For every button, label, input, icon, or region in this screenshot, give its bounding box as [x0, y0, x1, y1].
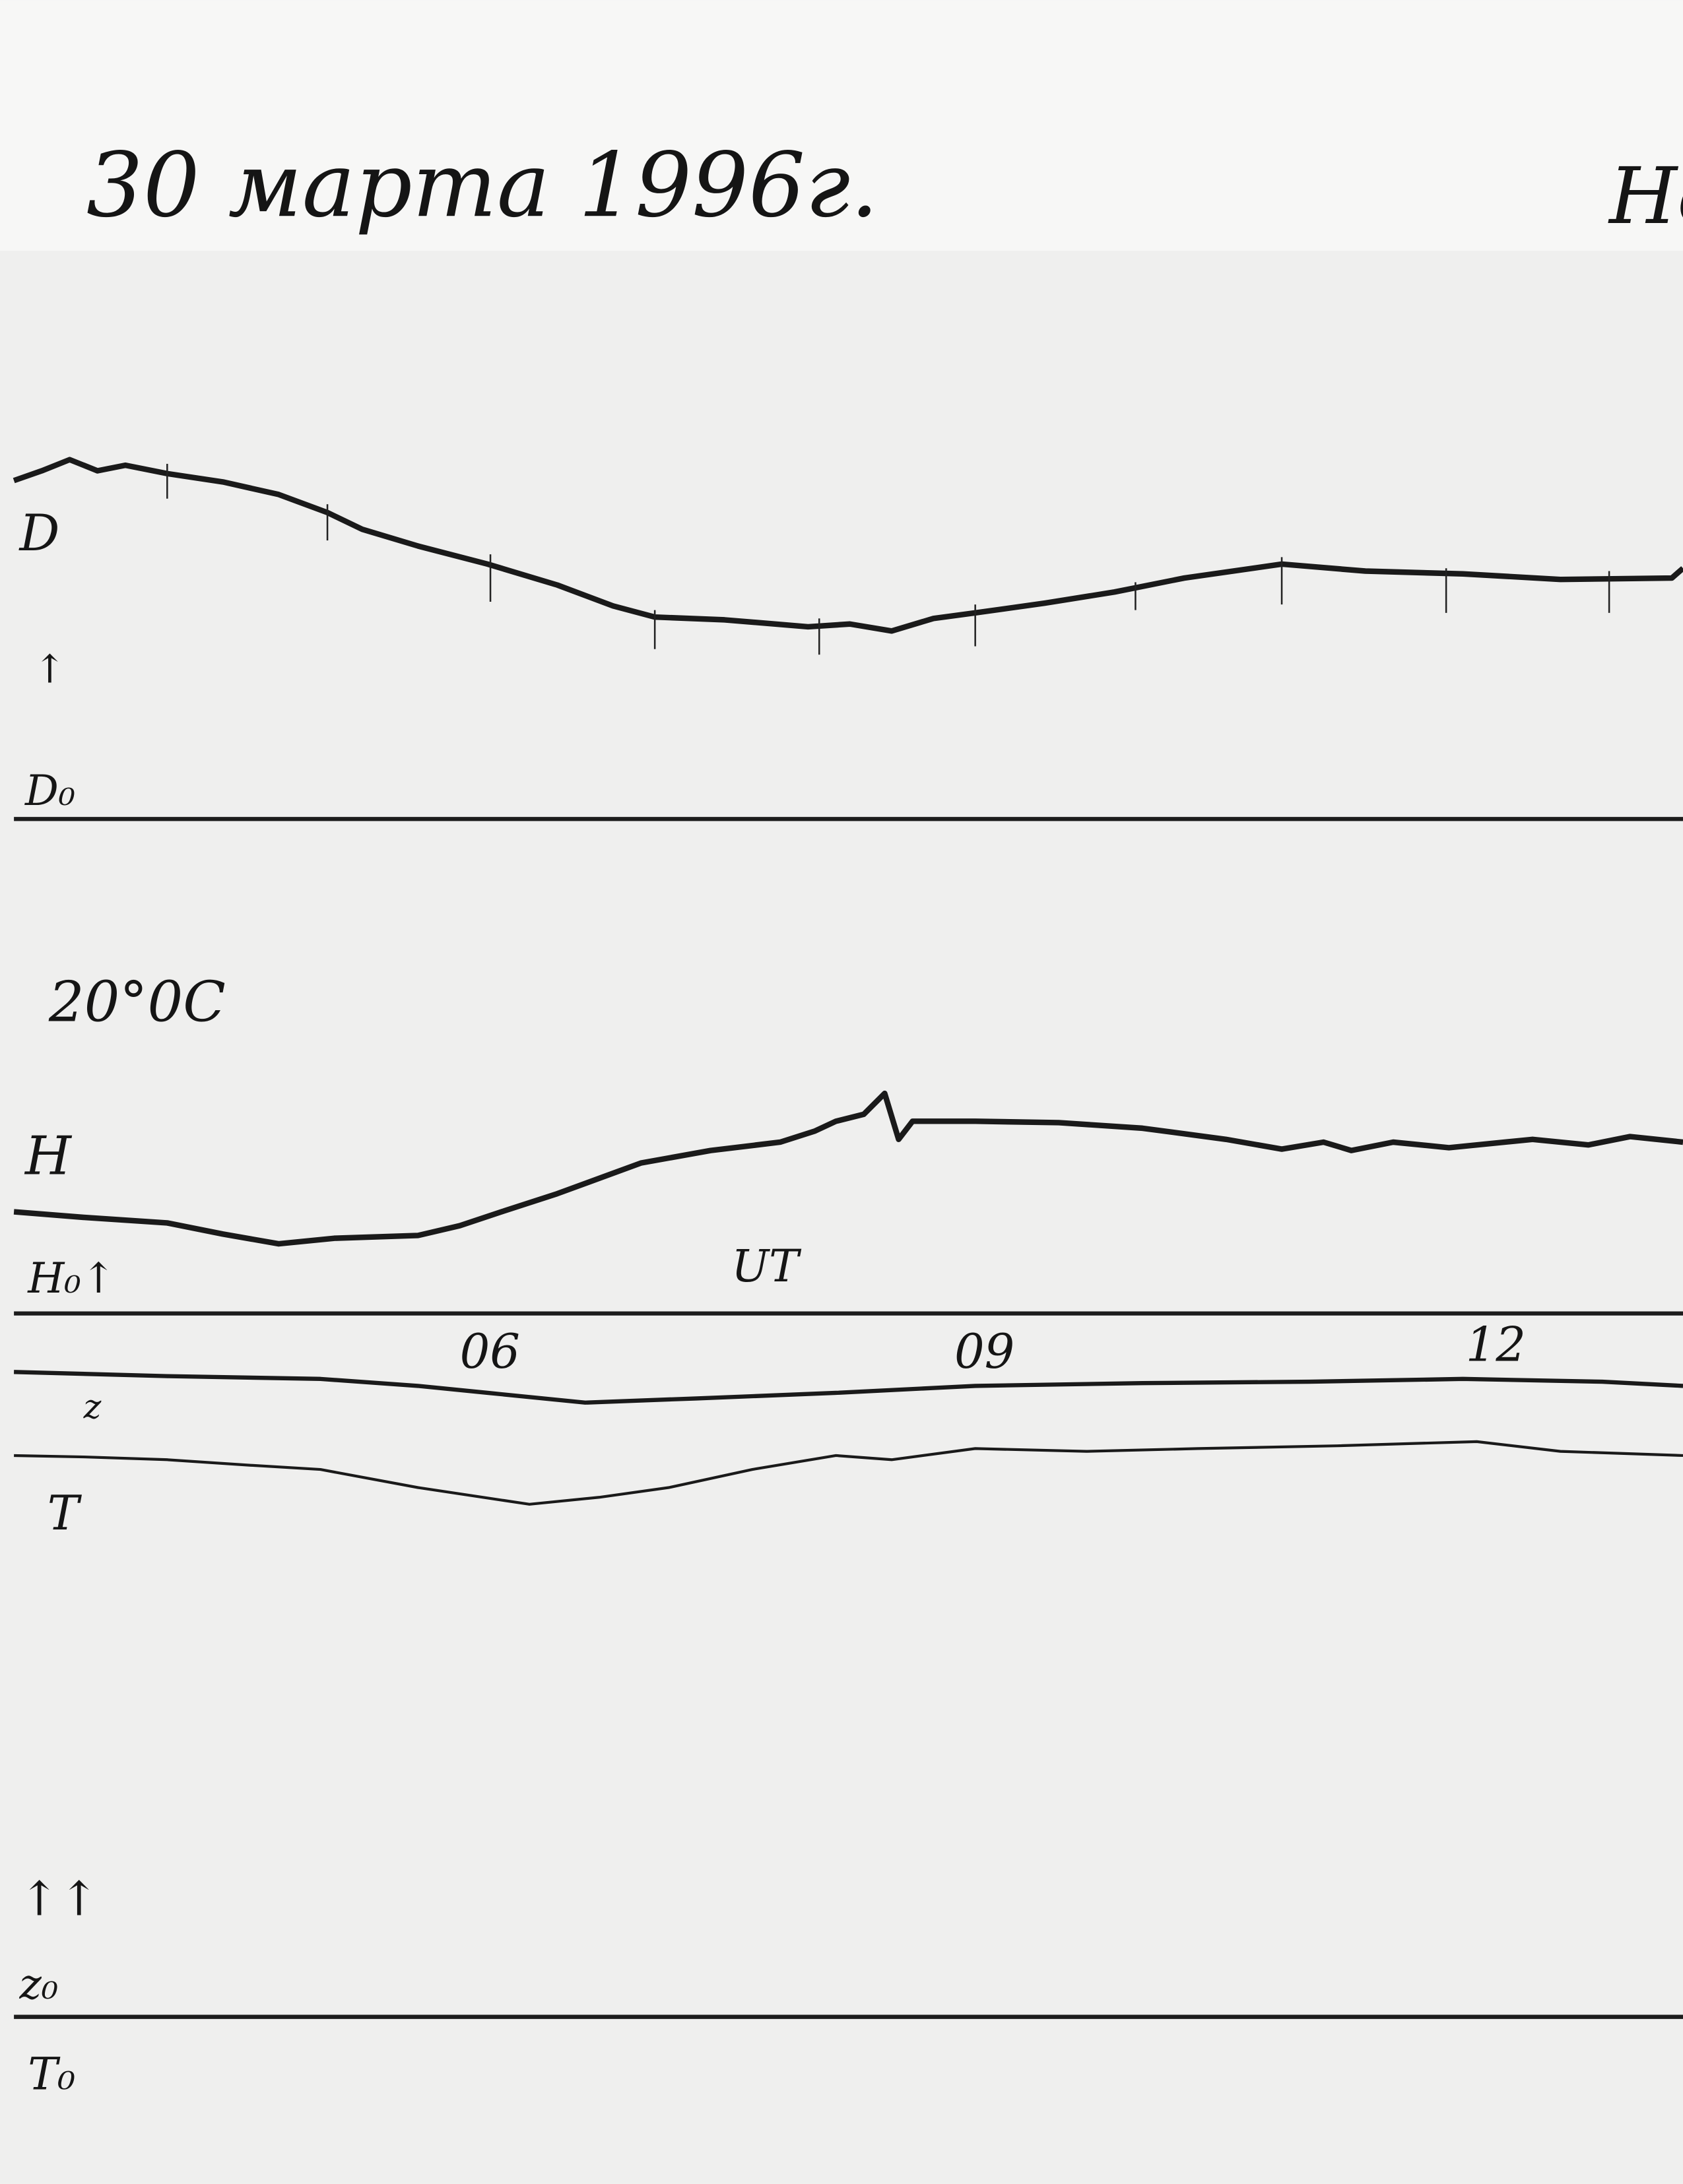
paper-top: [0, 0, 1683, 251]
d-label: D: [18, 503, 60, 562]
z-label: z: [83, 1387, 102, 1426]
d-arrow: ↑: [34, 646, 67, 691]
h-trace: [13, 1090, 1683, 1247]
corner-label: Но: [1608, 150, 1683, 241]
d-baseline-label: D₀: [24, 766, 75, 815]
time-mark: 06: [460, 1324, 520, 1379]
h-baseline-label: H₀↑: [27, 1254, 116, 1302]
t-baseline-label: T₀: [28, 2047, 75, 2100]
t-label: T: [48, 1485, 82, 1541]
time-mark: 09: [954, 1324, 1014, 1379]
h-label: H: [24, 1126, 73, 1187]
t-trace: [14, 1440, 1683, 1506]
z-trace: [14, 1370, 1683, 1405]
hour-ticks: [166, 463, 1610, 655]
d-trace: [13, 457, 1683, 634]
z-arrows: ↑↑: [20, 1871, 99, 1927]
ut-label: UT: [731, 1240, 802, 1292]
date-title: 30 марта 1996г.: [86, 133, 878, 237]
z-baseline-label: z₀: [19, 1960, 59, 2008]
temperature: 20°0C: [48, 969, 226, 1034]
time-mark: 12: [1466, 1316, 1526, 1372]
